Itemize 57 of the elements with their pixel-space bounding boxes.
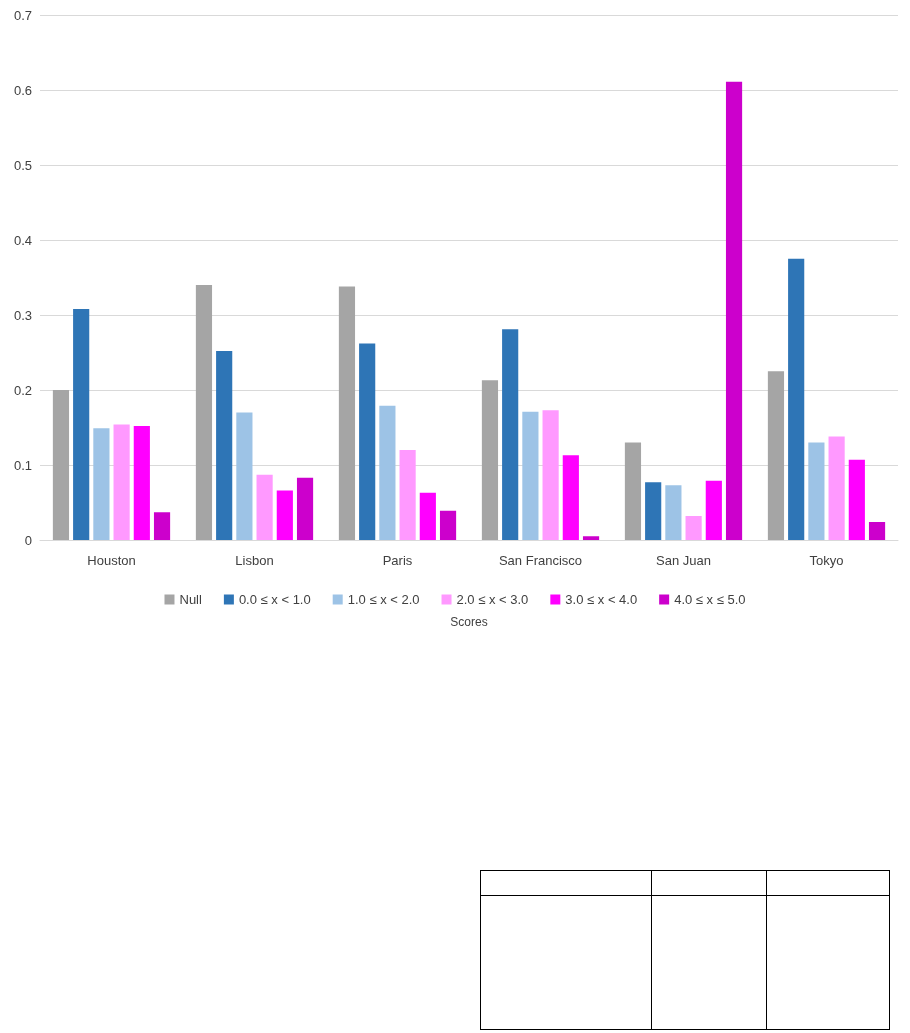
bar [481,380,499,540]
bar [338,286,356,540]
bar [153,512,171,540]
x-tick-label: Lisbon [235,553,274,568]
y-tick-label: 0.2 [13,382,32,398]
y-tick-label: 0.3 [13,307,32,323]
legend-label: Null [179,592,202,607]
legend-label: 3.0 ≤ x < 4.0 [565,592,638,607]
bar [216,351,233,540]
y-tick-label: 0.1 [13,457,32,473]
bar [195,285,213,540]
x-tick-label: Houston [87,553,136,568]
bar [542,410,559,540]
bar [562,455,579,540]
legend-label: 2.0 ≤ x < 3.0 [456,592,529,607]
bar [868,522,886,540]
bar [725,81,743,540]
bar [645,482,662,540]
bar [685,516,702,540]
x-tick-label: San Juan [656,553,711,568]
y-tick-label: 0 [24,532,32,548]
bar [52,390,70,540]
bar [624,442,642,540]
bar [665,485,682,540]
bar [419,492,436,540]
legend-label: 0.0 ≤ x < 1.0 [238,592,311,607]
bar [133,426,150,540]
bar [256,474,273,540]
bar [828,436,845,540]
bar [808,442,825,540]
x-tick-label: Tokyo [809,553,844,568]
bar [788,258,805,540]
x-tick-label: San Francisco [498,553,583,568]
y-tick-label: 0.7 [13,7,32,23]
bar [399,450,416,540]
bar [379,405,396,540]
bar [848,459,865,540]
x-tick-label: Paris [382,553,413,568]
bar [439,510,457,540]
bar [767,371,785,540]
bar [522,411,539,540]
legend-label: 1.0 ≤ x < 2.0 [347,592,420,607]
y-tick-label: 0.4 [13,232,32,248]
bar [502,329,519,540]
bar [113,424,130,540]
bar [236,412,253,540]
bar [276,490,293,540]
y-tick-label: 0.6 [13,82,32,98]
bar [582,536,600,540]
legend-label: 4.0 ≤ x ≤ 5.0 [674,592,746,607]
bar [93,428,110,540]
bar [73,309,90,540]
y-tick-label: 0.5 [13,157,32,173]
bar [296,477,314,540]
x-axis-title: Scores [450,615,488,629]
bar [705,480,722,540]
bar [359,343,376,540]
